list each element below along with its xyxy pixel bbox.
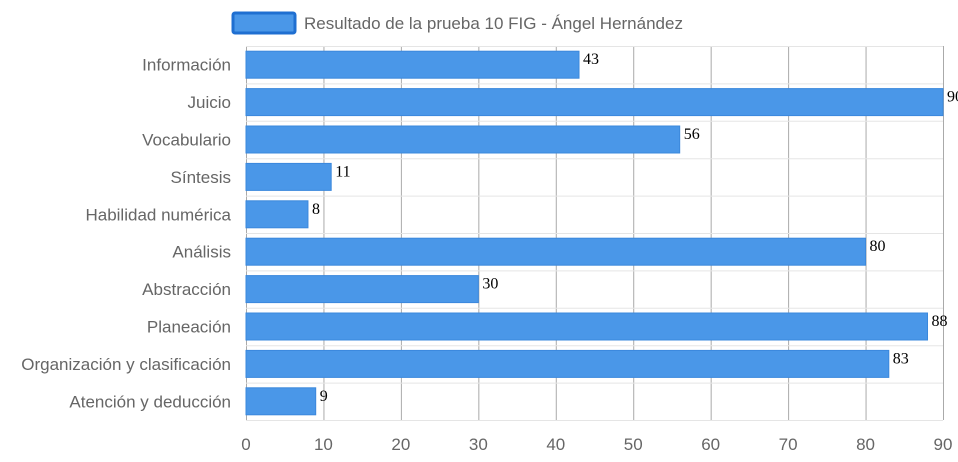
x-tick-label: 80 [856, 435, 875, 454]
category-label-4: Síntesis [171, 168, 231, 187]
x-tick-label: 30 [469, 435, 488, 454]
value-label-2: 90 [947, 89, 958, 106]
value-labels: 43 90 56 11 8 80 30 88 83 9 [312, 51, 958, 405]
x-axis-ticks: 0 10 20 30 40 50 60 70 80 90 [241, 435, 952, 454]
x-tick-label: 40 [546, 435, 565, 454]
x-tick-label: 60 [701, 435, 720, 454]
category-label-10: Atención y deducción [69, 392, 231, 411]
bar-1[interactable] [245, 50, 580, 79]
row-separators [246, 46, 943, 421]
value-label-4: 11 [335, 163, 350, 180]
x-tick-label: 70 [779, 435, 798, 454]
category-label-2: Juicio [188, 93, 231, 112]
value-label-8: 88 [932, 313, 948, 330]
bar-5[interactable] [245, 200, 309, 229]
category-label-9: Organización y clasificación [21, 355, 231, 374]
value-label-7: 30 [482, 276, 498, 293]
x-tick-label: 10 [314, 435, 333, 454]
category-label-1: Información [142, 56, 231, 75]
bar-3[interactable] [245, 125, 681, 154]
value-label-3: 56 [684, 126, 700, 143]
x-tick-label: 90 [934, 435, 953, 454]
bar-4[interactable] [245, 162, 332, 191]
category-labels: Información Juicio Vocabulario Síntesis Habi… [21, 56, 231, 412]
bar-2[interactable] [245, 88, 944, 117]
bar-7[interactable] [245, 275, 479, 304]
value-label-5: 8 [312, 201, 320, 218]
value-label-10: 9 [320, 388, 328, 405]
bar-6[interactable] [245, 237, 867, 266]
category-label-8: Planeación [147, 318, 231, 337]
bar-10[interactable] [245, 387, 317, 416]
value-label-9: 83 [893, 350, 909, 367]
bar-8[interactable] [245, 312, 929, 341]
x-tick-label: 0 [241, 435, 250, 454]
value-label-1: 43 [583, 51, 599, 68]
legend[interactable]: Resultado de la prueba 10 FIG - Ángel He… [231, 11, 683, 35]
value-label-6: 80 [870, 238, 886, 255]
category-label-7: Abstracción [142, 280, 231, 299]
legend-swatch [231, 11, 297, 35]
legend-label: Resultado de la prueba 10 FIG - Ángel He… [304, 14, 683, 33]
bar-9[interactable] [245, 349, 890, 378]
category-label-3: Vocabulario [142, 131, 231, 150]
x-tick-label: 20 [391, 435, 410, 454]
bars [245, 50, 944, 416]
category-label-6: Análisis [172, 243, 231, 262]
category-label-5: Habilidad numérica [85, 205, 231, 224]
x-tick-label: 50 [624, 435, 643, 454]
